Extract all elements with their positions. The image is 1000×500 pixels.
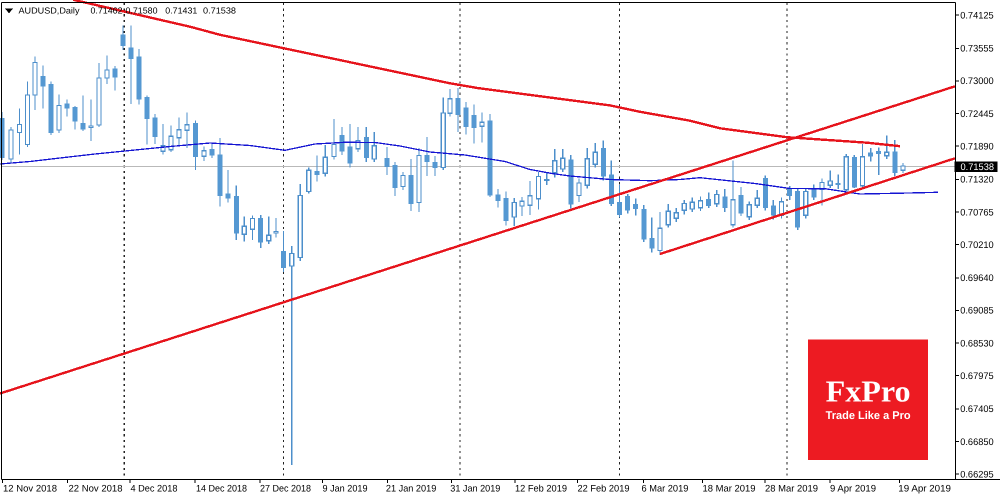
svg-text:9 Jan 2019: 9 Jan 2019 bbox=[323, 483, 368, 494]
svg-text:Trade Like a Pro: Trade Like a Pro bbox=[826, 410, 911, 422]
svg-text:0.71462: 0.71462 bbox=[91, 5, 123, 15]
svg-text:28 Mar 2019: 28 Mar 2019 bbox=[765, 483, 818, 494]
svg-text:0.70210: 0.70210 bbox=[960, 240, 994, 251]
svg-text:27 Dec 2018: 27 Dec 2018 bbox=[260, 483, 311, 494]
svg-text:0.66295: 0.66295 bbox=[960, 469, 994, 480]
svg-text:22 Nov 2018: 22 Nov 2018 bbox=[69, 483, 123, 494]
svg-text:0.66850: 0.66850 bbox=[960, 437, 994, 448]
svg-text:FxPro: FxPro bbox=[826, 375, 911, 409]
svg-text:0.74125: 0.74125 bbox=[960, 10, 994, 21]
svg-text:0.71538: 0.71538 bbox=[961, 162, 995, 173]
svg-text:4 Dec 2018: 4 Dec 2018 bbox=[131, 483, 178, 494]
svg-text:0.71890: 0.71890 bbox=[960, 141, 994, 152]
svg-text:19 Apr 2019: 19 Apr 2019 bbox=[898, 483, 951, 494]
svg-text:0.71431: 0.71431 bbox=[165, 5, 197, 15]
svg-text:0.72445: 0.72445 bbox=[960, 109, 994, 120]
svg-text:0.67975: 0.67975 bbox=[960, 371, 994, 382]
svg-text:0.73555: 0.73555 bbox=[960, 44, 994, 55]
svg-text:0.71320: 0.71320 bbox=[960, 175, 994, 186]
svg-text:0.73000: 0.73000 bbox=[960, 76, 994, 87]
svg-text:0.68530: 0.68530 bbox=[960, 338, 994, 349]
svg-text:22 Feb 2019: 22 Feb 2019 bbox=[578, 483, 630, 494]
svg-text:12 Nov 2018: 12 Nov 2018 bbox=[3, 483, 57, 494]
svg-text:0.71580: 0.71580 bbox=[126, 5, 158, 15]
svg-text:0.70765: 0.70765 bbox=[960, 207, 994, 218]
svg-text:18 Mar 2019: 18 Mar 2019 bbox=[703, 483, 756, 494]
svg-text:0.69085: 0.69085 bbox=[960, 306, 994, 317]
svg-text:6 Mar 2019: 6 Mar 2019 bbox=[642, 483, 689, 494]
svg-text:9 Apr 2019: 9 Apr 2019 bbox=[830, 483, 876, 494]
svg-text:31 Jan 2019: 31 Jan 2019 bbox=[450, 483, 500, 494]
svg-text:12 Feb 2019: 12 Feb 2019 bbox=[515, 483, 567, 494]
svg-text:AUDUSD,Daily: AUDUSD,Daily bbox=[19, 5, 81, 15]
svg-text:0.67405: 0.67405 bbox=[960, 404, 994, 415]
svg-text:0.71538: 0.71538 bbox=[203, 5, 236, 15]
svg-text:21 Jan 2019: 21 Jan 2019 bbox=[386, 483, 436, 494]
svg-text:14 Dec 2018: 14 Dec 2018 bbox=[196, 483, 247, 494]
svg-text:0.69640: 0.69640 bbox=[960, 273, 994, 284]
